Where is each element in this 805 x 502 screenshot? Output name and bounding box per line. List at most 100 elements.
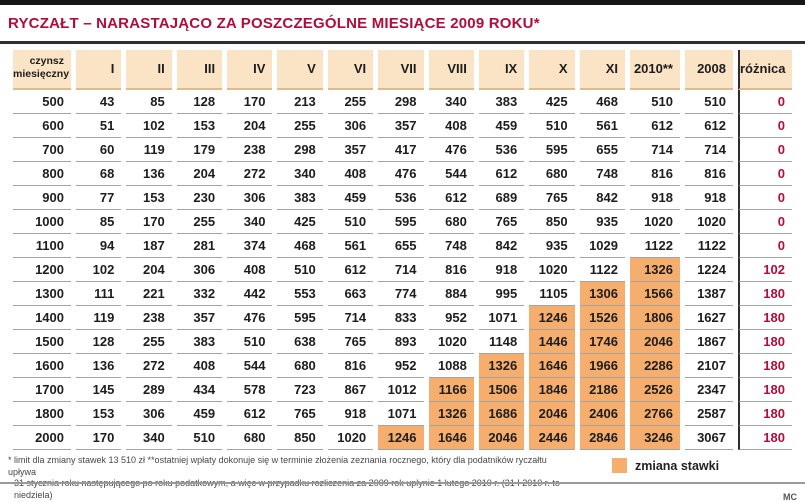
column-header: czynsz miesięczny [13,50,71,90]
month-cell: 935 [579,210,625,234]
table-row: 1400 119 238 357 476 595 714 833 952 1071 1246 1526… [13,306,792,330]
month-cell: 536 [378,186,424,210]
month-cell: 680 [227,426,273,450]
month-cell: 867 [327,378,374,402]
month-cell: 102 [76,258,122,282]
rent-cell: 600 [13,114,71,138]
diff-cell: 0 [738,114,792,138]
month-cell: 510 [227,330,273,354]
month-cell: 408 [227,258,273,282]
month-cell: 136 [76,354,122,378]
year2008-cell: 3067 [685,426,733,450]
month-cell: 340 [277,162,323,186]
month-cell: 2046 [478,426,525,450]
diff-cell: 0 [738,234,792,258]
month-cell: 459 [478,114,525,138]
month-cell: 510 [277,258,323,282]
month-cell: 1646 [428,426,474,450]
month-cell: 612 [327,258,374,282]
month-cell: 1746 [579,330,625,354]
rent-cell: 2000 [13,426,71,450]
month-cell: 459 [176,402,223,426]
month-cell: 935 [529,234,575,258]
year2010-cell: 2286 [630,354,680,378]
table-row: 500 43 85 128 170 213 255 298 340 383 425 468 510 510… [13,90,792,114]
month-cell: 655 [378,234,424,258]
table-row: 1700 145 289 434 578 723 867 1012 1166 1506 1846 21… [13,378,792,402]
month-cell: 340 [126,426,172,450]
table-row: 600 51 102 153 204 255 306 357 408 459 510 561 612 61… [13,114,792,138]
legend: zmiana stawki [612,458,719,473]
bottom-divider [0,482,805,484]
month-cell: 255 [176,210,223,234]
month-cell: 128 [76,330,122,354]
month-cell: 374 [227,234,273,258]
table-row: 1600 136 272 408 544 680 816 952 1088 1326 1646 196… [13,354,792,378]
diff-cell: 0 [738,90,792,114]
column-header: IV [227,50,273,90]
top-bar [0,0,805,5]
column-header: XI [579,50,625,90]
month-cell: 765 [529,186,575,210]
table-row: 1000 85 170 255 340 425 510 595 680 765 850 935 1020… [13,210,792,234]
month-cell: 468 [277,234,323,258]
month-cell: 332 [176,282,223,306]
legend-color-swatch [612,458,627,473]
month-cell: 408 [327,162,374,186]
month-cell: 204 [227,114,273,138]
month-cell: 595 [277,306,323,330]
title-divider [0,41,805,44]
month-cell: 425 [529,90,575,114]
month-cell: 238 [126,306,172,330]
month-cell: 153 [76,402,122,426]
year2010-cell: 918 [630,186,680,210]
month-cell: 1105 [529,282,575,306]
rent-cell: 1700 [13,378,71,402]
table-row: 700 60 119 179 238 298 357 417 476 536 595 655 714 71… [13,138,792,162]
month-cell: 179 [176,138,223,162]
table-header: czynsz miesięczny I II III IV V VI VII VIII IX X XI… [13,50,792,90]
rent-cell: 700 [13,138,71,162]
month-cell: 255 [277,114,323,138]
month-cell: 417 [378,138,424,162]
month-cell: 2406 [579,402,625,426]
month-cell: 561 [579,114,625,138]
year2008-cell: 1020 [685,210,733,234]
year2010-cell: 2526 [630,378,680,402]
rent-cell: 1400 [13,306,71,330]
rent-cell: 900 [13,186,71,210]
month-cell: 255 [327,90,374,114]
month-cell: 43 [76,90,122,114]
month-cell: 842 [478,234,525,258]
month-cell: 145 [76,378,122,402]
month-cell: 1846 [529,378,575,402]
diff-cell: 0 [738,138,792,162]
month-cell: 1071 [478,306,525,330]
month-cell: 383 [277,186,323,210]
month-cell: 85 [76,210,122,234]
year2010-cell: 2046 [630,330,680,354]
diff-cell: 180 [738,378,792,402]
month-cell: 221 [126,282,172,306]
year2008-cell: 2107 [685,354,733,378]
month-cell: 204 [176,162,223,186]
month-cell: 850 [529,210,575,234]
table-row: 1200 102 204 306 408 510 612 714 816 918 1020 1122 1… [13,258,792,282]
month-cell: 60 [76,138,122,162]
month-cell: 383 [478,90,525,114]
month-cell: 306 [227,186,273,210]
diff-cell: 180 [738,402,792,426]
month-cell: 1526 [579,306,625,330]
month-cell: 748 [428,234,474,258]
footnote-line-1: * limit dla zmiany stawek 13 510 zł **os… [8,455,547,477]
month-cell: 119 [126,138,172,162]
month-cell: 1166 [428,378,474,402]
month-cell: 408 [428,114,474,138]
year2008-cell: 1387 [685,282,733,306]
month-cell: 578 [227,378,273,402]
month-cell: 281 [176,234,223,258]
rent-cell: 500 [13,90,71,114]
month-cell: 680 [529,162,575,186]
month-cell: 476 [428,138,474,162]
year2008-cell: 2347 [685,378,733,402]
